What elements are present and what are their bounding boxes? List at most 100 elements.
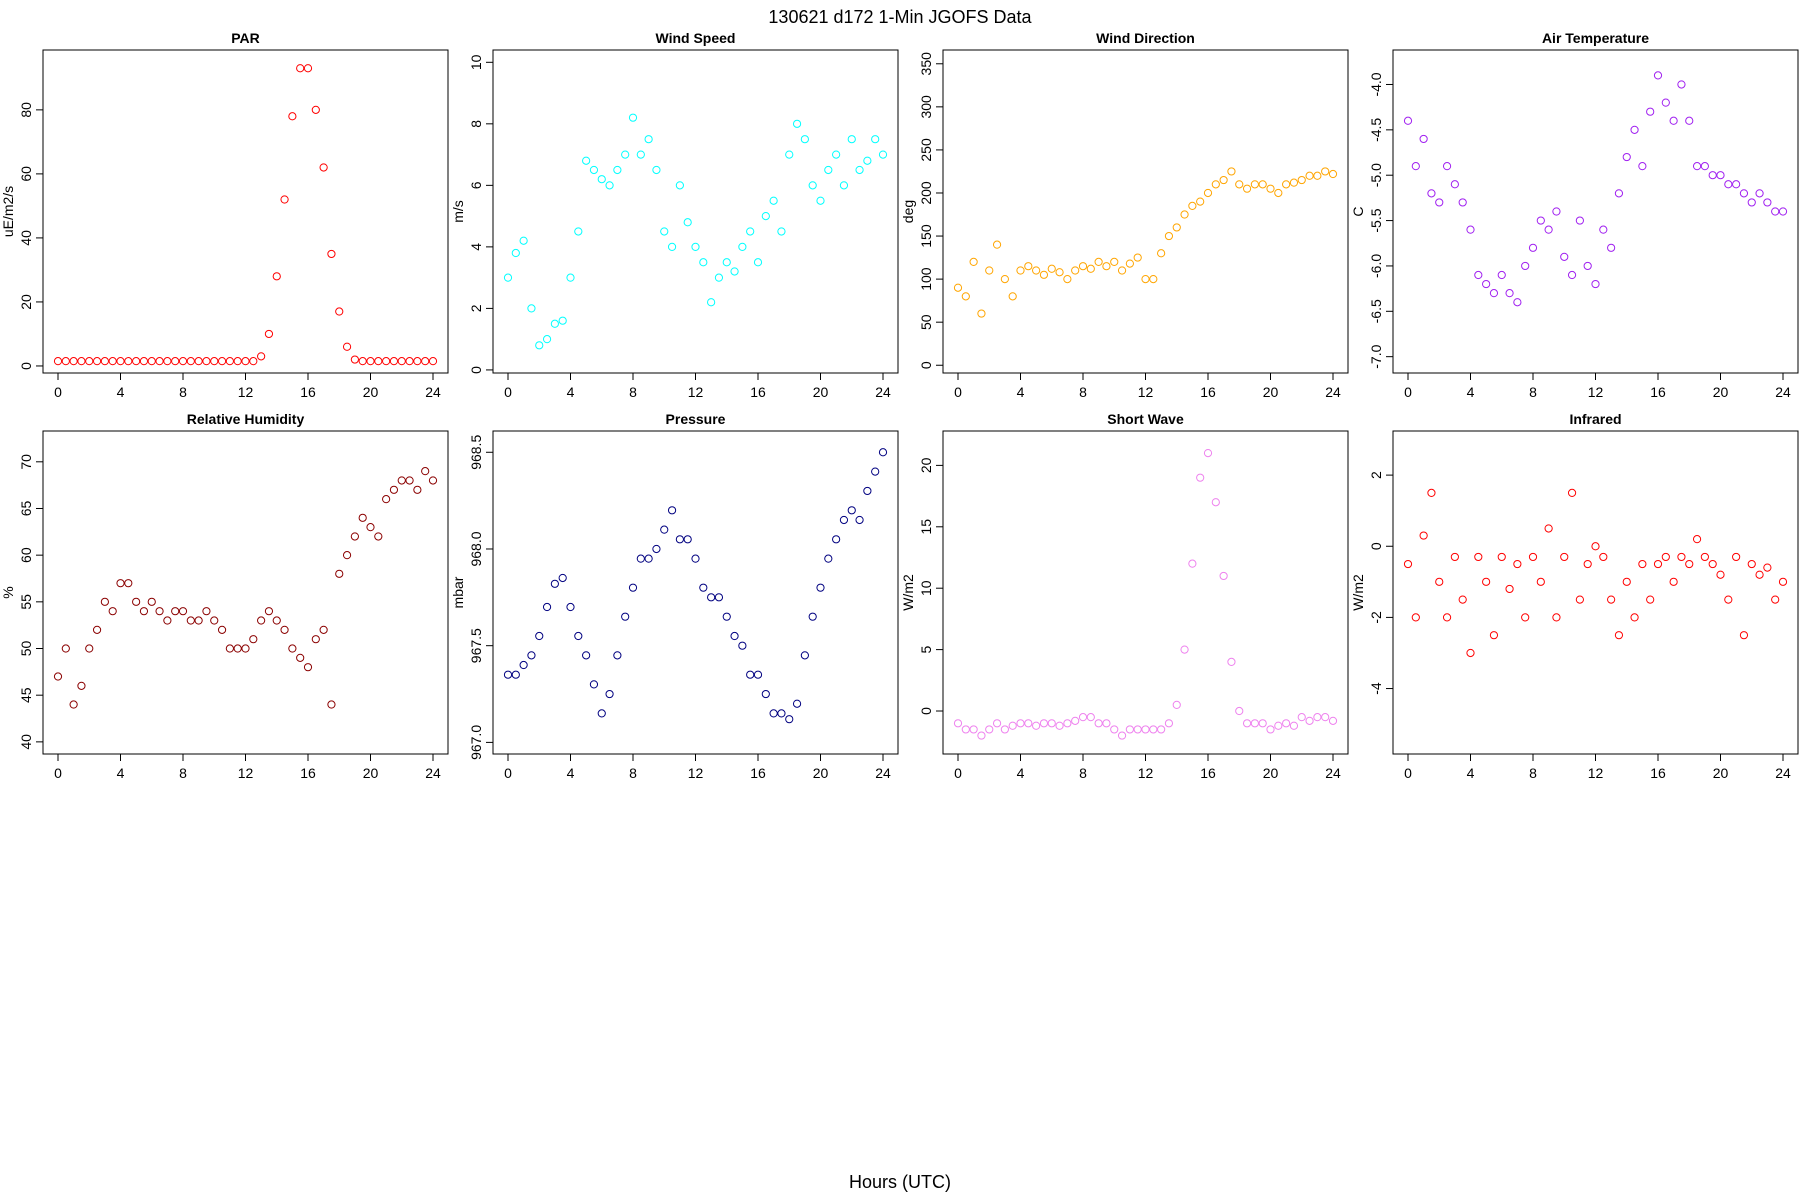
data-point xyxy=(1653,559,1663,569)
data-point xyxy=(1466,225,1475,234)
panel-title: Pressure xyxy=(666,411,726,427)
data-point xyxy=(61,644,70,653)
y-tick-label: 967.0 xyxy=(468,725,484,760)
y-tick-label: 5 xyxy=(918,646,934,654)
data-point xyxy=(1505,289,1514,298)
y-tick-label: 0 xyxy=(1368,542,1384,550)
data-point xyxy=(421,467,430,476)
data-point xyxy=(824,554,833,563)
y-tick-label: 0 xyxy=(918,707,934,715)
data-point xyxy=(878,150,888,159)
y-axis-label: % xyxy=(0,586,16,598)
data-point xyxy=(1435,577,1444,586)
data-point xyxy=(1403,559,1413,569)
y-tick-label: -4.5 xyxy=(1368,118,1384,142)
data-point xyxy=(382,357,391,366)
x-tick-label: 24 xyxy=(875,384,891,400)
data-point xyxy=(597,709,606,718)
data-point xyxy=(335,569,344,578)
data-point xyxy=(1102,262,1111,271)
data-point xyxy=(621,150,630,159)
data-point xyxy=(1489,631,1499,640)
data-point xyxy=(147,357,156,366)
data-point xyxy=(503,670,513,679)
data-point xyxy=(871,467,880,476)
data-point xyxy=(1266,184,1275,193)
data-point xyxy=(1575,595,1584,604)
y-tick-label: 250 xyxy=(918,138,934,162)
data-point xyxy=(1164,719,1174,728)
data-point xyxy=(1560,552,1569,562)
data-point xyxy=(761,689,770,699)
x-tick-label: 0 xyxy=(1404,765,1412,781)
panel: Short Wave 0 4 8 12 16 20 24 0 5 10 15 20 W/m2 xyxy=(900,411,1349,781)
data-point xyxy=(1489,289,1499,298)
data-point xyxy=(660,227,669,236)
data-point xyxy=(264,607,274,616)
x-tick-label: 20 xyxy=(363,384,379,400)
data-point xyxy=(605,181,614,190)
data-point xyxy=(1458,198,1467,207)
data-point xyxy=(722,612,731,621)
data-point xyxy=(714,273,724,282)
data-point xyxy=(1071,716,1080,725)
data-point xyxy=(824,165,833,175)
x-tick-label: 4 xyxy=(567,765,575,781)
x-tick-label: 16 xyxy=(1200,765,1216,781)
data-point xyxy=(667,242,677,251)
data-point xyxy=(1442,613,1452,622)
data-point xyxy=(53,672,63,681)
data-point xyxy=(785,715,794,724)
data-point xyxy=(1250,719,1259,728)
data-point xyxy=(77,681,86,690)
y-tick-label: 55 xyxy=(18,594,34,610)
data-point xyxy=(1497,552,1506,562)
data-point xyxy=(1250,180,1259,189)
x-tick-label: 8 xyxy=(629,384,637,400)
y-tick-label: -5.0 xyxy=(1368,163,1384,187)
x-tick-label: 20 xyxy=(1713,384,1729,400)
data-point xyxy=(675,535,684,544)
data-point xyxy=(1133,253,1142,262)
data-point xyxy=(652,544,661,554)
data-point xyxy=(366,357,375,366)
data-point xyxy=(1047,264,1056,273)
data-point xyxy=(1196,197,1205,206)
data-point xyxy=(691,554,700,563)
x-tick-label: 12 xyxy=(1138,384,1154,400)
data-point xyxy=(1497,270,1506,280)
y-tick-label: 2 xyxy=(468,304,484,312)
x-tick-label: 8 xyxy=(1079,384,1087,400)
data-point xyxy=(977,309,986,318)
data-point xyxy=(1180,645,1189,654)
data-point xyxy=(1700,162,1709,171)
data-point xyxy=(644,135,653,144)
data-point xyxy=(769,709,778,718)
data-point xyxy=(100,597,109,606)
x-tick-label: 0 xyxy=(954,765,962,781)
data-point xyxy=(1328,716,1338,725)
data-point xyxy=(839,181,849,190)
data-point xyxy=(1575,216,1584,225)
data-point xyxy=(389,485,399,494)
data-point xyxy=(878,448,888,457)
data-point xyxy=(1435,198,1444,207)
data-point xyxy=(405,357,414,366)
data-point xyxy=(511,248,520,258)
x-tick-label: 0 xyxy=(504,384,512,400)
y-tick-label: 100 xyxy=(918,267,934,291)
data-point xyxy=(613,165,622,175)
data-point xyxy=(969,257,978,266)
x-tick-label: 8 xyxy=(1529,384,1537,400)
data-point xyxy=(1552,613,1561,622)
data-point xyxy=(249,635,258,644)
data-point xyxy=(792,119,802,128)
data-point xyxy=(1474,552,1483,562)
data-point xyxy=(1661,98,1670,107)
data-point xyxy=(1521,613,1530,622)
data-point xyxy=(1211,180,1220,189)
y-tick-label: 10 xyxy=(468,54,484,70)
data-point xyxy=(342,342,352,351)
data-point xyxy=(1242,184,1252,193)
data-point xyxy=(1442,162,1452,171)
